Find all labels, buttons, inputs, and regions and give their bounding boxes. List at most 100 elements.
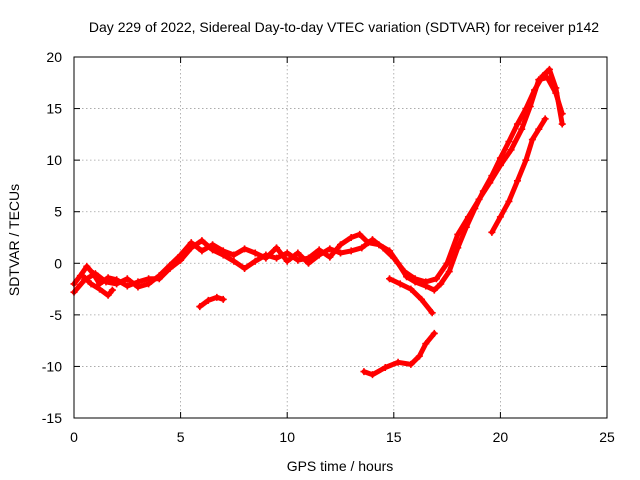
y-tick-label: 15 [46,101,62,117]
data-point [273,254,281,262]
data-point [123,275,131,283]
data-point [422,340,430,348]
data-point [543,74,551,82]
data-point [283,249,291,257]
data-point [305,259,313,267]
data-point [196,303,204,311]
data-point [379,244,387,252]
series-main-track-b [71,75,565,295]
data-point [443,259,451,267]
data-point [464,213,472,221]
data-point [177,251,185,259]
data-point [368,236,376,244]
data-point [113,280,121,288]
data-point [422,278,430,286]
data-point [445,268,453,276]
series-secondary-rise [489,116,548,235]
data-point [102,278,110,286]
data-point [535,76,543,84]
data-point [407,285,415,293]
data-point [96,285,104,293]
axis-ticks: 0 5 10 15 20 25 -15 -10 -5 0 5 10 15 20 [42,49,615,445]
x-axis-label: GPS time / hours [287,458,394,474]
data-point [241,264,249,272]
data-point [356,230,364,238]
x-tick-label: 25 [599,429,615,445]
x-tick-label: 10 [279,429,295,445]
series-low-branch [361,330,437,378]
data-point [496,161,504,169]
data-point [558,120,566,128]
data-point [381,363,389,371]
data-point [251,257,259,265]
data-point [198,237,206,245]
data-point [396,280,404,288]
data-point [505,197,513,205]
y-tick-label: -15 [42,410,62,426]
data-point [437,280,445,288]
data-point [337,241,344,249]
data-point [454,230,462,238]
data-point [315,251,323,259]
data-point [552,89,560,97]
data-point [513,177,521,185]
data-point [213,293,221,301]
grid-lines [74,57,607,418]
y-tick-label: -5 [50,307,63,323]
data-point [166,261,174,269]
data-point [430,329,438,337]
data-point [475,195,483,203]
data-point [241,245,249,253]
data-point [486,179,494,187]
x-tick-label: 15 [386,429,402,445]
data-point [347,247,355,255]
data-point [326,245,334,253]
data-point [368,371,376,379]
data-point [294,249,302,257]
data-point [187,239,195,247]
data-point [526,103,534,111]
data-point [108,286,116,294]
data-point [432,275,440,283]
x-tick-label: 5 [177,429,185,445]
data-point [230,251,238,259]
data-point [219,295,227,303]
data-point [390,254,398,262]
data-point [204,296,212,304]
chart-title: Day 229 of 2022, Sidereal Day-to-day VTE… [89,19,599,35]
plot-frame [73,56,608,419]
data-point [430,286,438,294]
data-point [230,257,238,265]
x-tick-label: 0 [70,429,78,445]
data-point [134,283,142,291]
data-point [273,244,281,252]
data-point [87,280,95,288]
y-axis-label: SDTVAR / TECUs [6,184,22,296]
data-point [283,257,291,265]
data-point [411,275,419,283]
data-point [522,156,530,164]
y-tick-label: 20 [46,49,62,65]
data-point [198,247,206,255]
data-point [400,268,408,276]
data-point [337,249,344,257]
data-point [394,358,402,366]
data-point [541,115,549,123]
data-point [155,272,163,280]
data-point [360,368,368,376]
data-point [528,136,536,144]
data-point [558,110,566,118]
data-point [386,275,394,283]
data-series [70,65,566,379]
data-point [123,282,131,290]
data-point [513,120,521,128]
y-tick-label: 0 [54,255,62,271]
data-point [79,272,87,280]
y-tick-label: -10 [42,358,62,374]
data-point [418,295,426,303]
data-point [294,256,302,264]
data-point [104,291,112,299]
y-tick-label: 10 [46,152,62,168]
data-point [347,234,355,241]
data-point [415,352,423,360]
